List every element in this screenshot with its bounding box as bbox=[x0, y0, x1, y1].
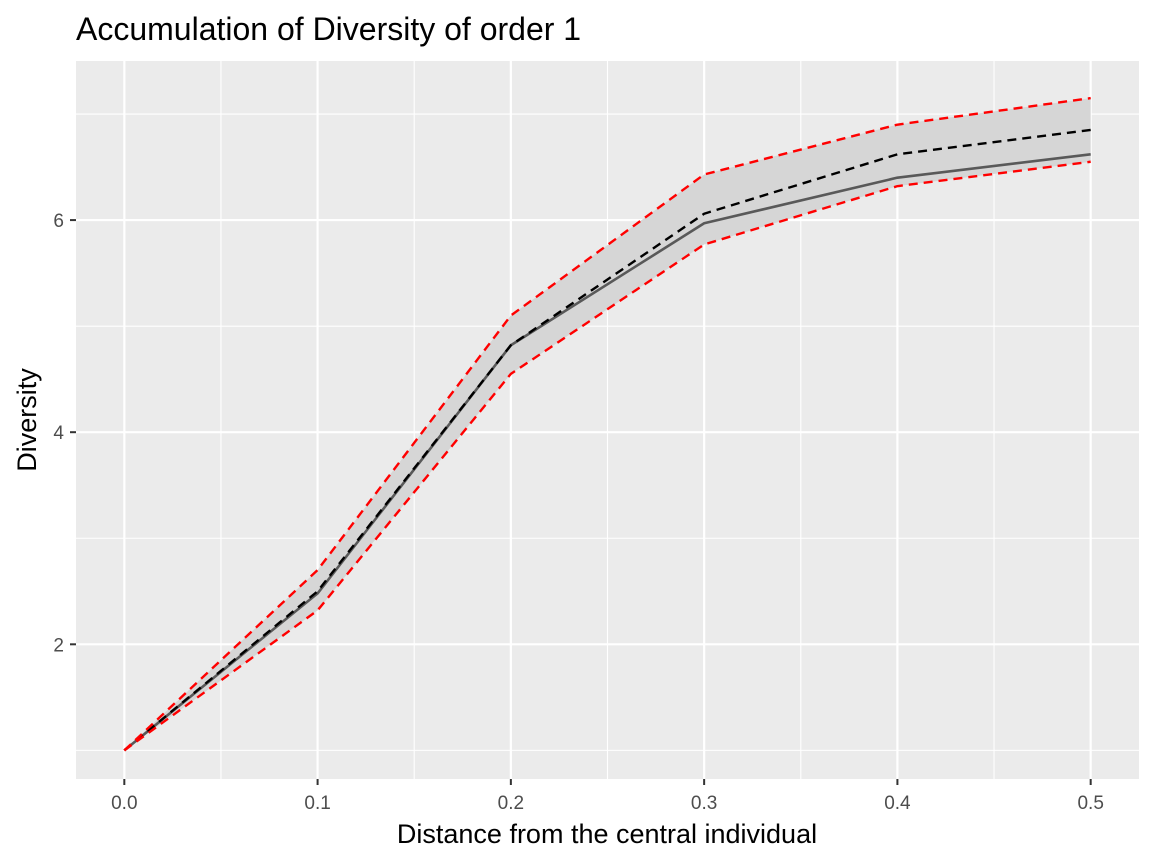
x-tick-label: 0.0 bbox=[111, 793, 137, 814]
x-tick-label: 0.2 bbox=[498, 793, 524, 814]
x-tick-label: 0.5 bbox=[1077, 793, 1103, 814]
y-tick-label: 4 bbox=[53, 423, 64, 444]
chart-title: Accumulation of Diversity of order 1 bbox=[76, 11, 581, 47]
series-line-expected bbox=[123, 128, 1091, 752]
y-axis: 2 4 6 bbox=[53, 211, 76, 656]
lines-layer bbox=[123, 96, 1091, 752]
series-line-upper bbox=[123, 96, 1091, 752]
x-tick-label: 0.1 bbox=[304, 793, 330, 814]
envelope-layer bbox=[124, 98, 1091, 751]
y-tick-label: 6 bbox=[53, 211, 64, 232]
confidence-envelope bbox=[124, 98, 1091, 751]
x-tick-label: 0.3 bbox=[691, 793, 717, 814]
x-axis: 0.0 0.1 0.2 0.3 0.4 0.5 bbox=[111, 779, 1104, 814]
y-tick-label: 2 bbox=[53, 635, 64, 656]
x-tick-label: 0.4 bbox=[884, 793, 911, 814]
series-line-lower bbox=[123, 160, 1091, 752]
series-line-observed bbox=[123, 153, 1091, 752]
x-axis-title: Distance from the central individual bbox=[397, 819, 817, 849]
y-axis-title: Diversity bbox=[12, 368, 42, 472]
